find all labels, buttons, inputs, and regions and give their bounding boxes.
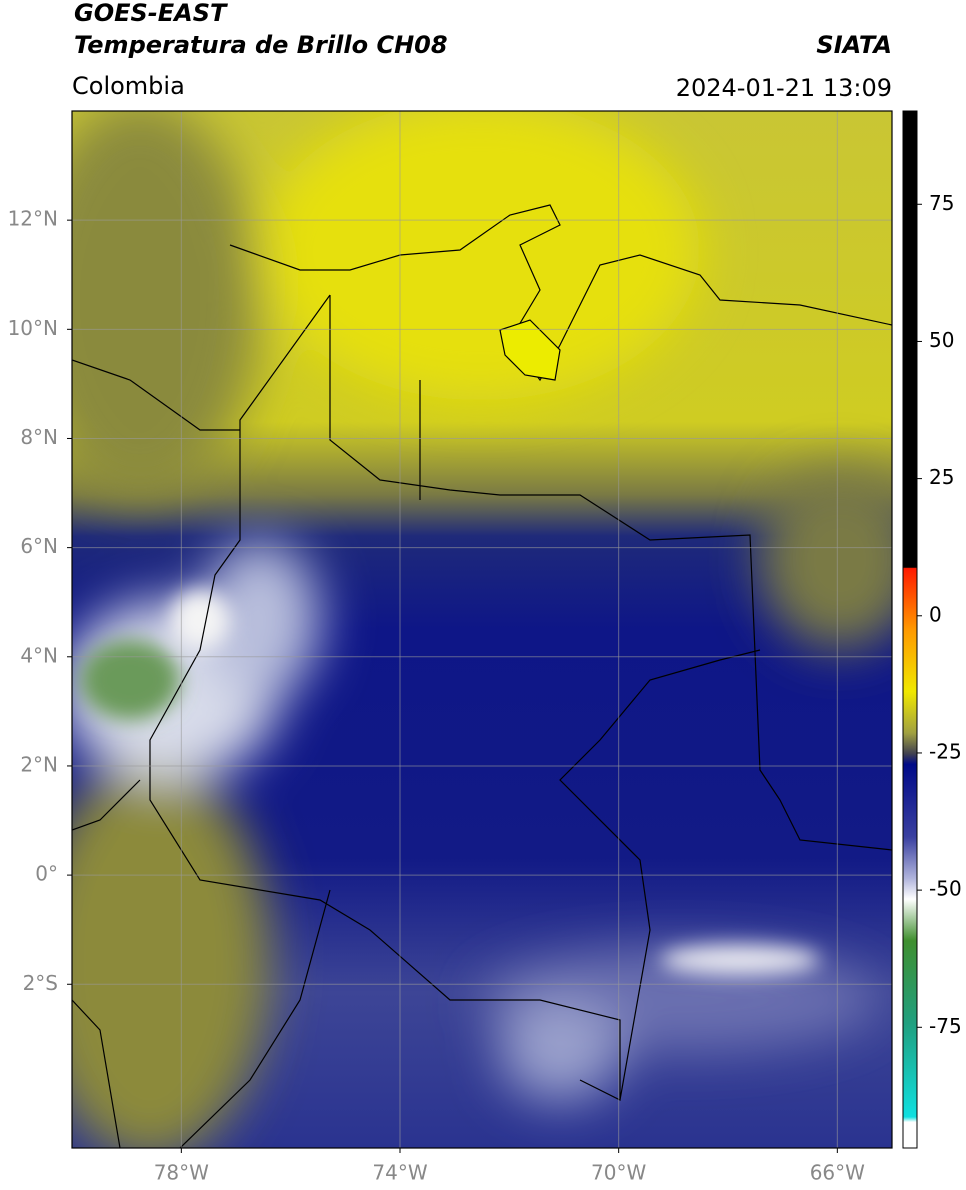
region: Colombia [72,72,185,100]
colorbar-tick-label: 0 [929,602,942,626]
y-tick-label: 2°S [23,971,58,995]
x-tick-label: 66°W [810,1161,865,1185]
colorbar-tick-label: 75 [929,191,954,215]
y-tick-label: 8°N [20,425,58,449]
y-tick-label: 2°N [20,752,58,776]
colorbar-tick-label: -75 [929,1014,962,1038]
colorbar [902,110,918,1149]
y-tick-label: 12°N [8,207,58,231]
datetime: 2024-01-21 13:09 [676,74,892,102]
colorbar-tick-label: -50 [929,877,962,901]
title: GOES-EAST [74,0,228,27]
y-tick-label: 4°N [20,643,58,667]
colorbar-tick-label: 50 [929,328,954,352]
x-tick-label: 70°W [591,1161,646,1185]
map-frame [71,110,893,1149]
colorbar-tick-label: 25 [929,465,954,489]
source: SIATA [816,31,892,59]
x-tick-label: 74°W [372,1161,427,1185]
subtitle: Temperatura de Brillo CH08 [74,31,448,59]
x-tick-label: 78°W [154,1161,209,1185]
y-tick-label: 10°N [8,316,58,340]
map-image [72,111,892,1148]
y-tick-label: 6°N [20,534,58,558]
y-tick-label: 0° [35,862,58,886]
colorbar-tick-label: -25 [929,739,962,763]
